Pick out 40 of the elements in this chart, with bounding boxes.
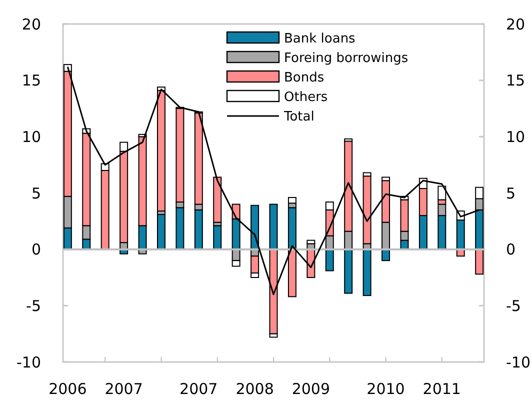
- bar: [213, 176, 222, 223]
- x-tick-label: 2010: [366, 380, 405, 398]
- y-tick-label: -10: [16, 353, 41, 372]
- y2-tick-label: 10: [506, 128, 526, 146]
- y2-tick-label: 20: [506, 15, 526, 34]
- legend-label: Total: [283, 110, 314, 125]
- bar: [288, 197, 296, 204]
- y2-tick-label: 15: [506, 72, 526, 90]
- x-tick-label: 2007: [180, 380, 218, 398]
- y-tick-label: 5: [31, 184, 41, 202]
- bar: [213, 225, 222, 250]
- x-tick-label: 2009: [292, 380, 330, 398]
- y2-tick-label: 0: [506, 240, 516, 259]
- x-tick-label: 2007: [104, 380, 143, 398]
- bar: [475, 248, 484, 275]
- bar: [288, 207, 296, 250]
- x-tick-label: 2008: [236, 380, 274, 398]
- legend-label: Foreing borrowings: [284, 51, 408, 66]
- y2-tick-label: -10: [506, 353, 530, 372]
- x-tick-label: 2006: [48, 380, 87, 398]
- legend-label: Bonds: [284, 70, 324, 86]
- bar: [325, 248, 334, 272]
- y-tick-label: 20: [22, 15, 41, 34]
- bar: [344, 248, 353, 294]
- legend-label: Others: [284, 90, 328, 106]
- bar: [194, 209, 203, 250]
- bar: [156, 214, 166, 250]
- bar: [269, 204, 278, 250]
- y-tick-label: 10: [22, 128, 41, 146]
- y2-tick-label: -5: [506, 296, 521, 315]
- y-tick-label: 0: [31, 240, 41, 259]
- y2-tick-label: 5: [506, 184, 516, 202]
- bar: [362, 248, 372, 296]
- x-tick-label: 2011: [422, 380, 461, 398]
- bar: [156, 90, 166, 212]
- bar: [306, 240, 316, 244]
- bar: [362, 176, 372, 244]
- y-tick-label: 15: [22, 72, 41, 90]
- legend-label: Bank loans: [284, 32, 356, 47]
- y-tick-label: -5: [26, 296, 41, 315]
